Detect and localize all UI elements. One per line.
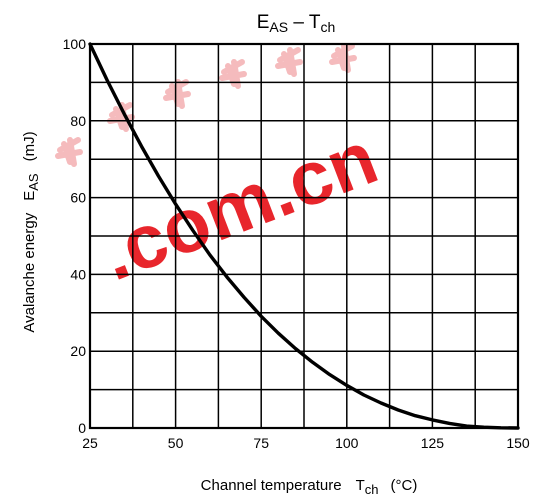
tick-labels: 25 50 75 100 125 150 0 20 40 60 80 100	[63, 36, 530, 451]
curve-layer	[88, 42, 520, 430]
x-tick-label: 50	[168, 435, 184, 451]
y-tick-label: 100	[63, 36, 87, 52]
x-axis-unit: (°C)	[391, 477, 418, 494]
title-e-sub: AS	[269, 19, 288, 35]
x-axis-label-text: Channel temperature	[201, 477, 342, 494]
watermark-char-3	[219, 59, 247, 89]
title-e: E	[257, 12, 270, 33]
title-dash: –	[288, 12, 309, 33]
y-tick-label: 60	[70, 190, 86, 206]
grid-layer	[90, 44, 518, 428]
y-axis-symbol-sub: AS	[26, 173, 41, 191]
x-axis-symbol: T	[356, 477, 365, 494]
y-tick-label: 80	[70, 113, 86, 129]
y-axis-symbol: E	[21, 191, 38, 201]
watermark-char-0	[55, 137, 83, 167]
x-axis-symbol-sub: ch	[365, 482, 379, 497]
title-t: T	[309, 12, 321, 33]
x-axis-label: Channel temperature Tch (°C)	[201, 477, 418, 497]
title-t-sub: ch	[320, 19, 335, 35]
y-tick-label: 40	[70, 266, 86, 282]
y-axis-label-text: Avalanche energy	[21, 212, 38, 332]
y-tick-label: 20	[70, 343, 86, 359]
x-tick-label: 150	[506, 435, 530, 451]
y-axis-unit: (mJ)	[21, 131, 38, 161]
series-line-eas	[88, 42, 520, 430]
watermark-text: .com.cn	[90, 115, 389, 297]
chart-title: EAS – Tch	[257, 12, 336, 35]
y-tick-label: 0	[78, 420, 86, 436]
plot-frame	[88, 42, 520, 430]
watermark-char-5	[329, 43, 357, 73]
x-tick-label: 25	[82, 435, 98, 451]
x-tick-label: 75	[253, 435, 269, 451]
x-tick-label: 100	[335, 435, 359, 451]
watermark-char-2	[163, 79, 191, 109]
watermark-char-4	[275, 47, 303, 77]
x-tick-label: 125	[421, 435, 445, 451]
y-axis-label: Avalanche energy EAS (mJ)	[21, 131, 41, 332]
